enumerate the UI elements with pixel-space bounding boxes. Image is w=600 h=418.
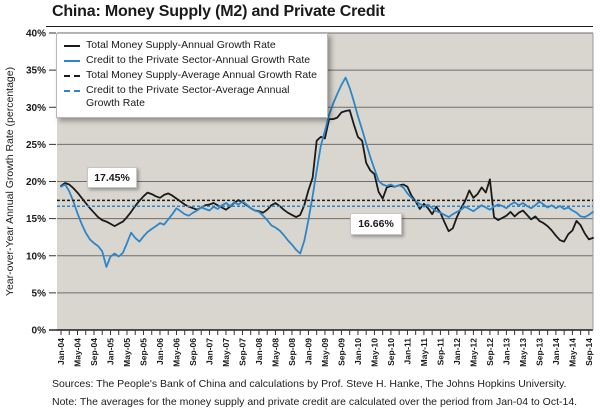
svg-text:May-11: May-11 <box>419 338 429 367</box>
title-rule <box>46 26 593 27</box>
legend-item-m2-average: Total Money Supply-Average Annual Growth… <box>64 69 319 83</box>
x-axis-ticks <box>60 330 590 335</box>
svg-text:Sep-06: Sep-06 <box>188 338 198 366</box>
annotation-m2-average: 17.45% <box>87 167 137 188</box>
sources-text: Sources: The People's Bank of China and … <box>52 378 567 390</box>
svg-text:Jan-11: Jan-11 <box>402 338 412 365</box>
x-tick-labels: Jan-04 May-04 Sep-04 Jan-05 May-05 Sep-05 Jan-… <box>56 338 594 367</box>
svg-text:Jan-07: Jan-07 <box>204 338 214 365</box>
svg-text:Jan-08: Jan-08 <box>254 338 264 365</box>
svg-text:Sep-13: Sep-13 <box>534 338 544 366</box>
legend-label: Total Money Supply-Average Annual Growth… <box>86 68 317 81</box>
svg-text:May-04: May-04 <box>72 338 82 367</box>
legend-line-dashed-black-icon <box>64 74 80 77</box>
svg-text:Jan-12: Jan-12 <box>452 338 462 365</box>
svg-text:May-06: May-06 <box>171 338 181 367</box>
series-line-0 <box>60 109 594 243</box>
svg-text:Sep-09: Sep-09 <box>336 338 346 366</box>
svg-text:May-08: May-08 <box>270 338 280 367</box>
svg-text:Sep-05: Sep-05 <box>138 338 148 366</box>
svg-text:Sep-07: Sep-07 <box>237 338 247 366</box>
svg-text:May-09: May-09 <box>320 338 330 367</box>
svg-text:May-12: May-12 <box>468 338 478 367</box>
svg-text:Sep-14: Sep-14 <box>584 338 594 366</box>
svg-text:May-05: May-05 <box>122 338 132 367</box>
svg-text:May-14: May-14 <box>567 338 577 367</box>
svg-text:30%: 30% <box>26 103 46 114</box>
legend-label: Credit to the Private Sector-Annual Grow… <box>86 53 311 66</box>
legend-label: Total Money Supply-Annual Growth Rate <box>86 39 276 51</box>
svg-text:Jan-05: Jan-05 <box>105 338 115 365</box>
legend-item-credit: Credit to the Private Sector-Annual Grow… <box>64 54 319 68</box>
svg-text:Sep-10: Sep-10 <box>386 338 396 366</box>
svg-text:Jan-10: Jan-10 <box>353 338 363 365</box>
chart-title: China: Money Supply (M2) and Private Cre… <box>52 3 385 20</box>
svg-text:Jan-09: Jan-09 <box>303 338 313 365</box>
svg-text:May-07: May-07 <box>221 338 231 367</box>
svg-text:Sep-04: Sep-04 <box>89 338 99 366</box>
svg-text:Sep-08: Sep-08 <box>287 338 297 366</box>
legend-label: Credit to the Private Sector-Average Ann… <box>86 83 290 110</box>
y-axis-label: Year-over-Year Annual Growth Rate (perce… <box>4 67 16 296</box>
svg-text:40%: 40% <box>26 29 46 40</box>
legend-line-solid-blue-icon <box>64 59 80 62</box>
legend: Total Money Supply-Annual Growth Rate Cr… <box>56 33 328 119</box>
svg-text:0%: 0% <box>32 326 47 337</box>
svg-text:Jan-04: Jan-04 <box>56 338 66 365</box>
svg-text:15%: 15% <box>26 214 46 225</box>
note-text: Note: The averages for the money supply … <box>52 396 578 408</box>
y-axis-ticks: 0% 5% 10% 15% 20% 25% 30% 35% 40% <box>26 29 56 337</box>
svg-text:5%: 5% <box>32 288 47 299</box>
legend-line-dashed-blue-icon <box>64 89 80 92</box>
svg-text:Jan-14: Jan-14 <box>551 338 561 365</box>
svg-text:20%: 20% <box>26 177 46 188</box>
svg-text:Jan-13: Jan-13 <box>501 338 511 365</box>
svg-text:Sep-12: Sep-12 <box>485 338 495 366</box>
legend-line-solid-black-icon <box>64 45 80 47</box>
svg-text:May-13: May-13 <box>518 338 528 367</box>
annotation-credit-average: 16.66% <box>350 213 402 235</box>
svg-text:35%: 35% <box>26 66 46 77</box>
legend-item-m2: Total Money Supply-Annual Growth Rate <box>64 39 319 53</box>
svg-text:25%: 25% <box>26 140 46 151</box>
svg-text:Jan-06: Jan-06 <box>155 338 165 365</box>
legend-item-credit-average: Credit to the Private Sector-Average Ann… <box>64 84 319 112</box>
svg-text:Sep-11: Sep-11 <box>435 338 445 366</box>
series-line-1 <box>60 76 594 268</box>
svg-text:May-10: May-10 <box>369 338 379 367</box>
svg-text:10%: 10% <box>26 251 46 262</box>
